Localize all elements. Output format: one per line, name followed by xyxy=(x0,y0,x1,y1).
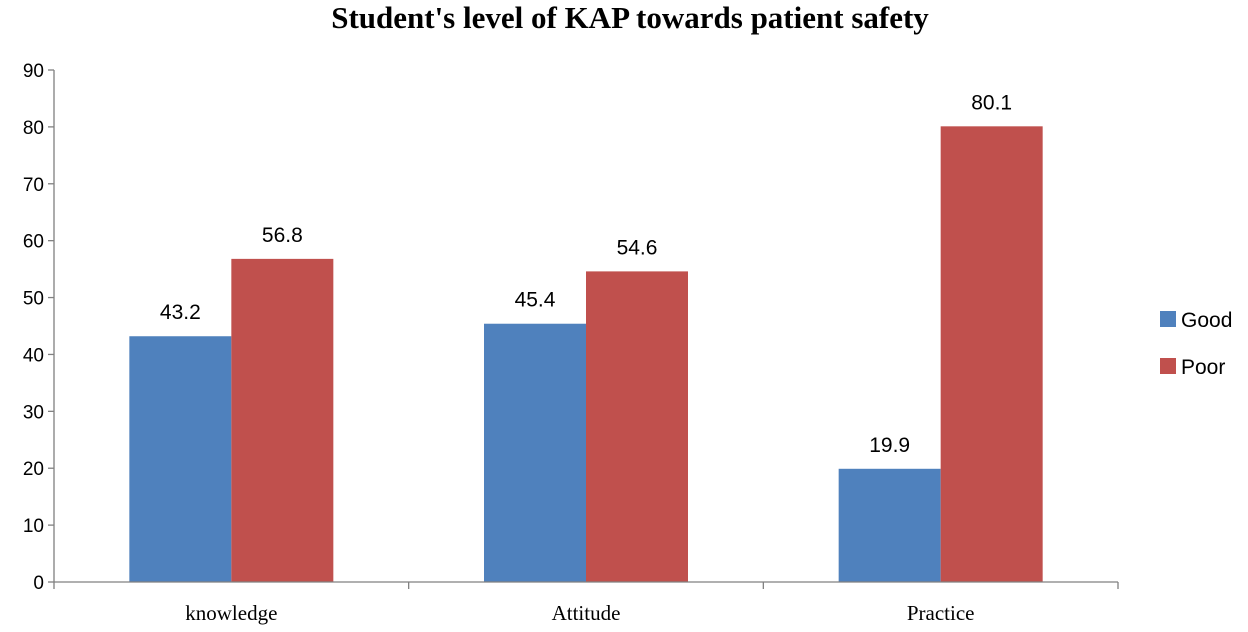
bar-poor-practice xyxy=(940,126,1043,582)
legend: Good Poor xyxy=(1160,309,1232,379)
legend-swatch-poor xyxy=(1160,358,1176,374)
x-axis: knowledge Attitude Practice xyxy=(53,581,1119,625)
data-label: 56.8 xyxy=(262,224,303,247)
bar-good-practice xyxy=(838,468,941,582)
bars xyxy=(129,126,1043,582)
x-category-label: Practice xyxy=(907,601,975,625)
bar-poor-knowledge xyxy=(231,258,334,582)
legend-label-good: Good xyxy=(1181,309,1232,332)
y-tick-label: 80 xyxy=(23,118,44,139)
x-category-label: Attitude xyxy=(552,601,621,625)
data-labels: 43.2 45.4 19.9 56.8 54.6 80.1 xyxy=(160,91,1012,456)
data-label: 19.9 xyxy=(869,434,910,457)
y-tick-label: 60 xyxy=(23,232,44,253)
x-category-label: knowledge xyxy=(185,601,277,625)
y-tick-label: 0 xyxy=(33,573,44,594)
legend-swatch-good xyxy=(1160,311,1176,327)
data-label: 80.1 xyxy=(971,91,1012,114)
y-tick-label: 70 xyxy=(23,175,44,196)
y-tick-label: 50 xyxy=(23,289,44,310)
bar-good-knowledge xyxy=(129,336,232,582)
bar-good-attitude xyxy=(484,323,586,582)
bar-poor-attitude xyxy=(586,271,688,582)
data-label: 43.2 xyxy=(160,301,201,324)
y-tick-label: 90 xyxy=(23,61,44,82)
y-tick-label: 20 xyxy=(23,459,44,480)
data-label: 54.6 xyxy=(617,236,658,259)
y-tick-label: 30 xyxy=(23,402,44,423)
y-tick-label: 10 xyxy=(23,516,44,537)
chart-title: Student's level of KAP towards patient s… xyxy=(331,0,929,35)
data-label: 45.4 xyxy=(515,289,556,312)
y-tick-label: 40 xyxy=(23,345,44,366)
legend-label-poor: Poor xyxy=(1181,356,1225,379)
y-axis: 0 10 20 30 40 50 60 70 80 90 xyxy=(23,61,55,594)
